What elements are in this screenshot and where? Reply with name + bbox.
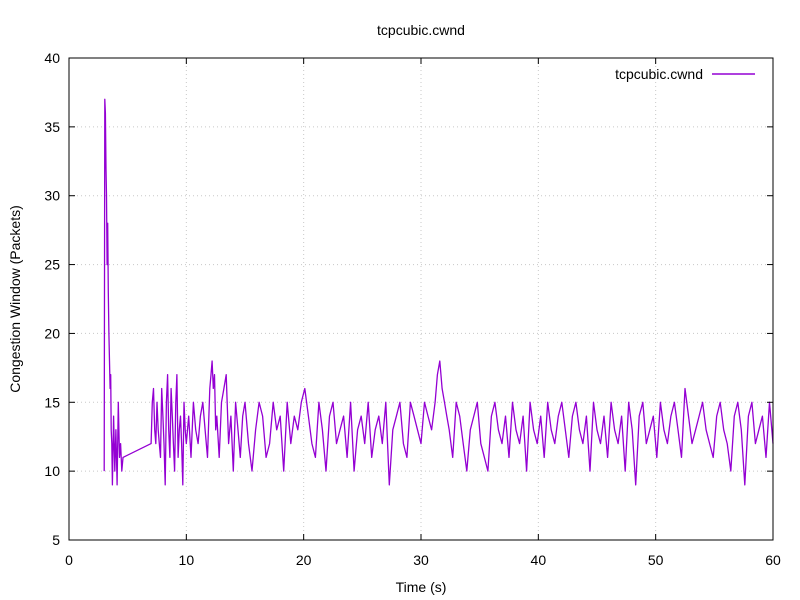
series-layer — [103, 98, 774, 486]
series-line-0 — [103, 98, 774, 486]
y-tick-label: 5 — [52, 532, 60, 548]
chart-title: tcpcubic.cwnd — [377, 22, 465, 38]
grid — [69, 58, 773, 540]
x-tick-label: 30 — [413, 552, 429, 568]
x-axis-label: Time (s) — [396, 579, 447, 595]
y-tick-label: 35 — [44, 119, 60, 135]
y-tick-label: 20 — [44, 325, 60, 341]
legend: tcpcubic.cwnd — [615, 66, 755, 82]
x-tick-label: 20 — [296, 552, 312, 568]
x-tick-label: 60 — [765, 552, 781, 568]
x-tick-label: 10 — [179, 552, 195, 568]
x-tick-label: 40 — [531, 552, 547, 568]
tick-labels: 5 10 15 20 25 30 35 40 0 10 20 30 40 50 60 — [44, 50, 781, 568]
y-tick-label: 40 — [44, 50, 60, 66]
legend-label: tcpcubic.cwnd — [615, 66, 703, 82]
y-tick-label: 10 — [44, 463, 60, 479]
y-tick-label: 25 — [44, 257, 60, 273]
x-tick-label: 0 — [65, 552, 73, 568]
y-axis-label: Congestion Window (Packets) — [7, 205, 23, 393]
y-tick-label: 30 — [44, 188, 60, 204]
ticks — [68, 57, 774, 541]
x-tick-label: 50 — [648, 552, 664, 568]
y-tick-label: 15 — [44, 394, 60, 410]
